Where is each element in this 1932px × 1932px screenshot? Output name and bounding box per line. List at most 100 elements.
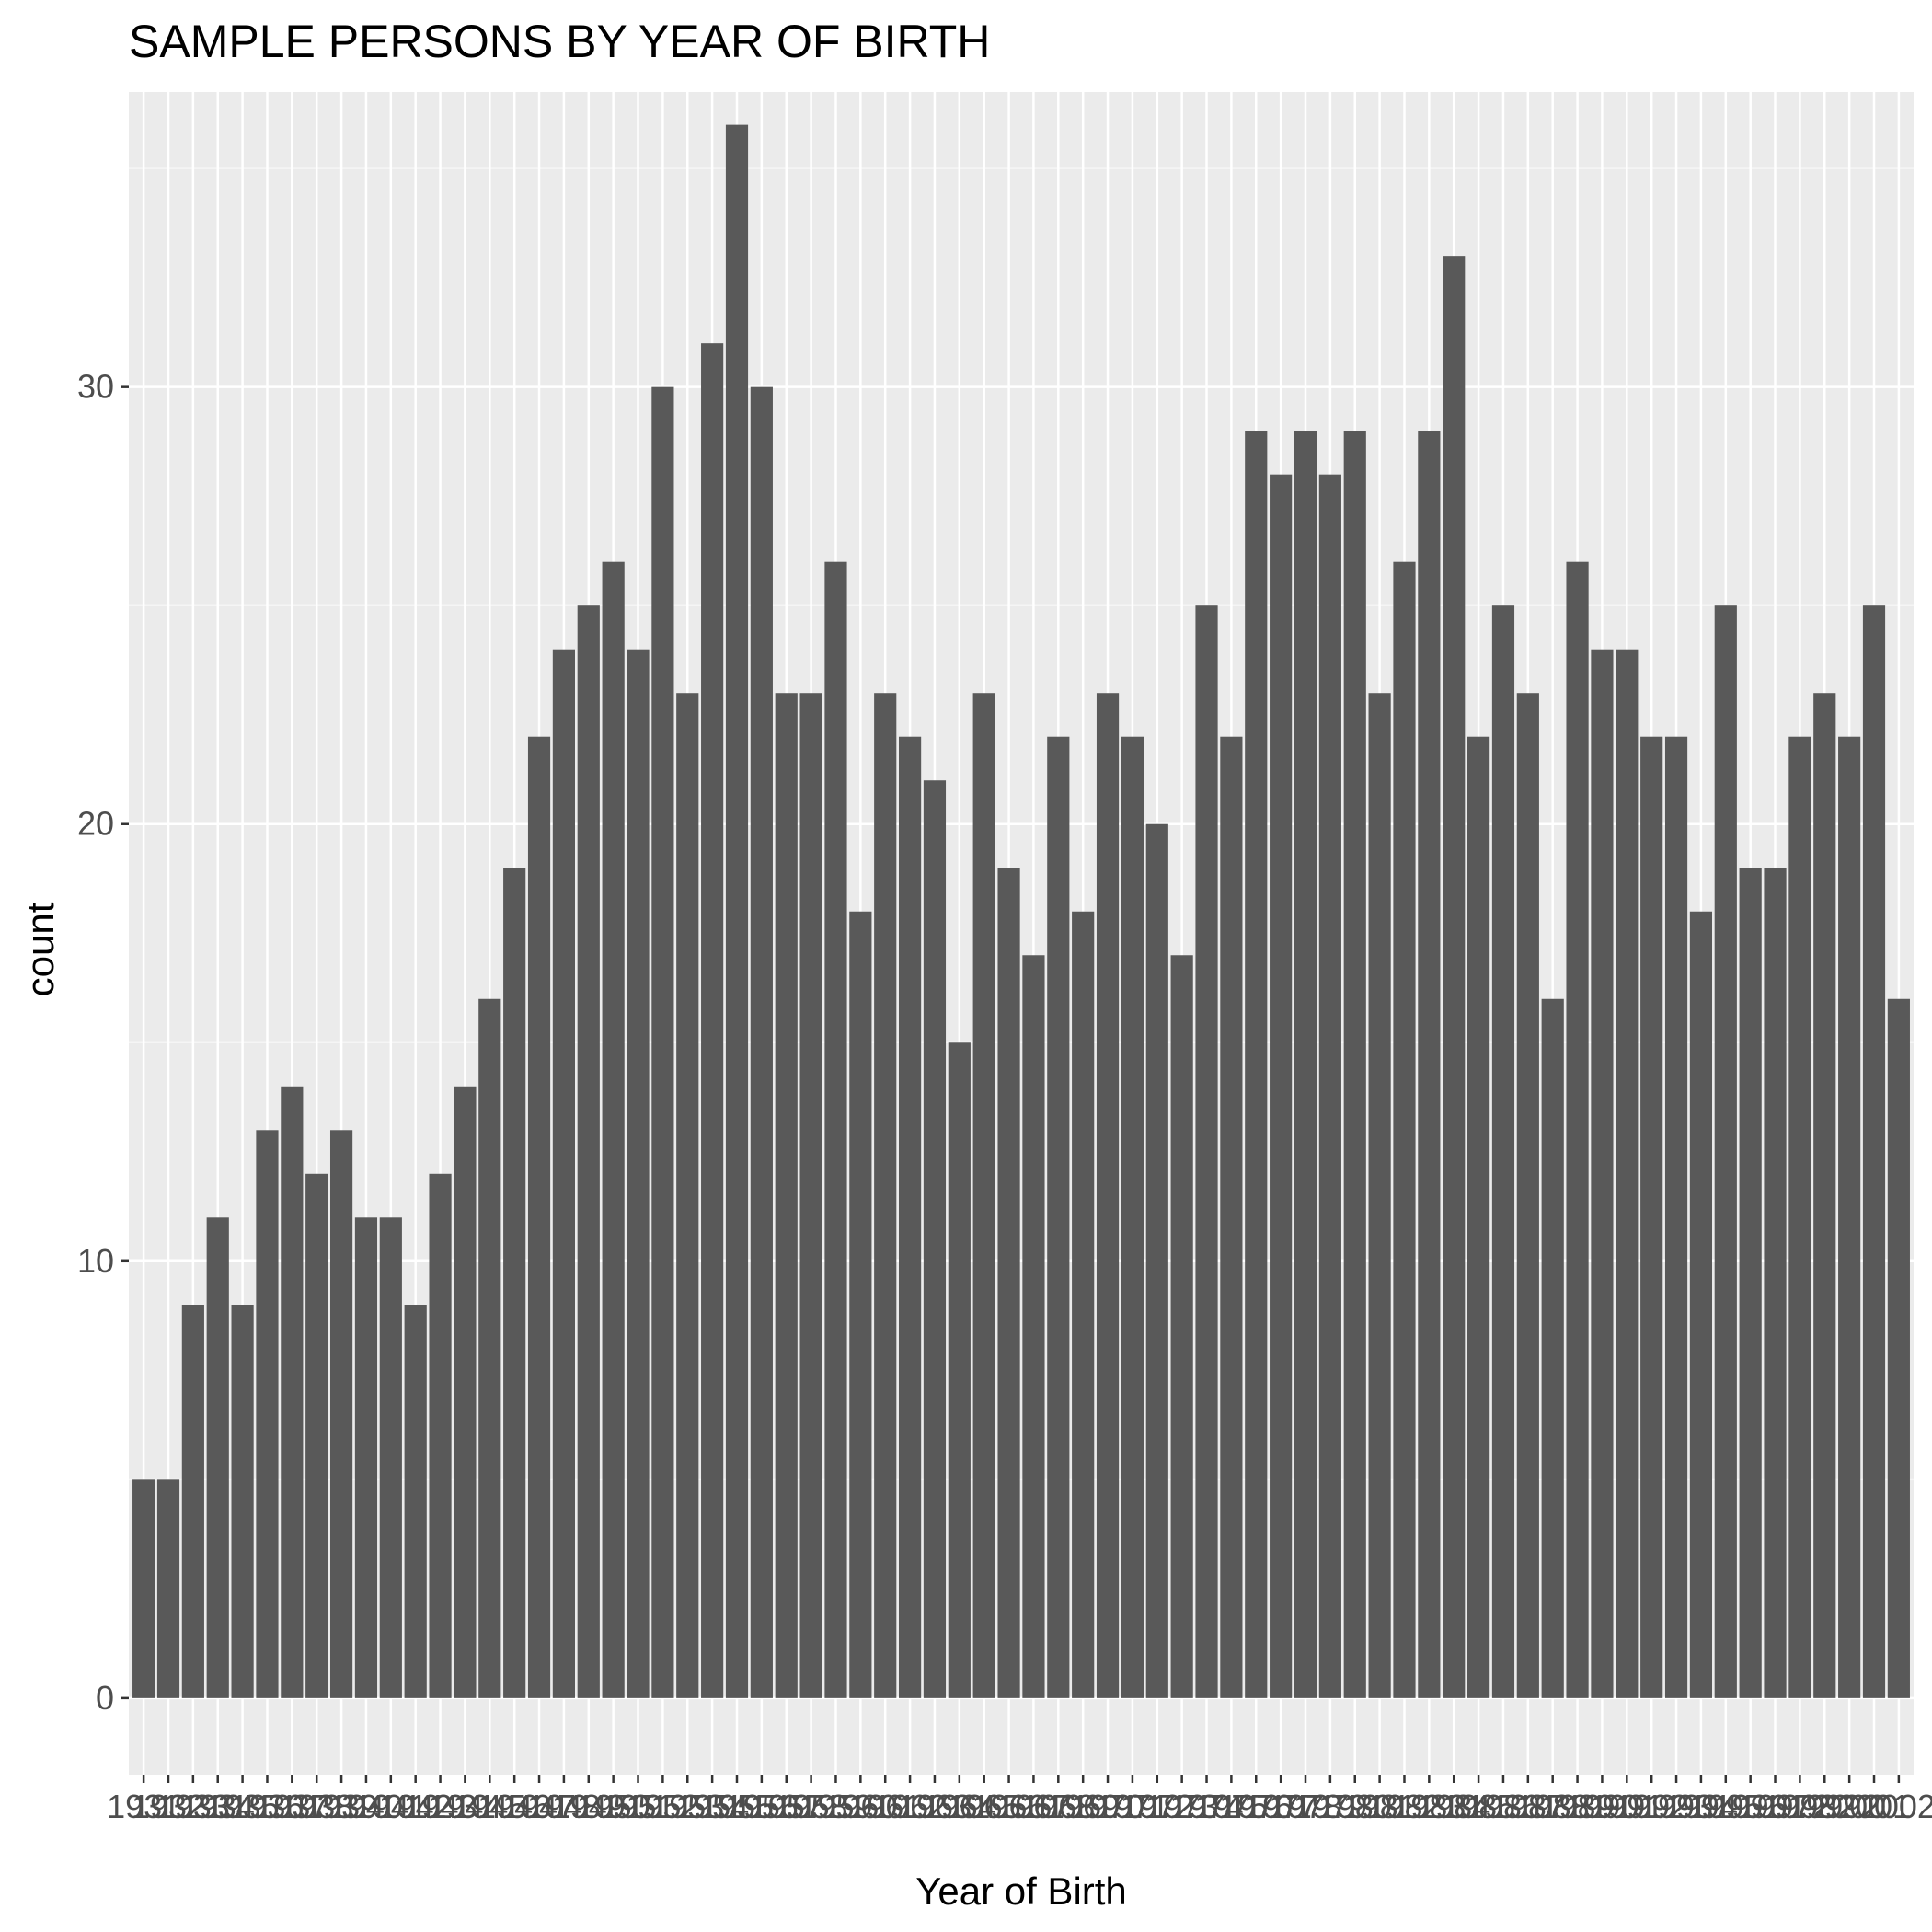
bar-1991 — [1616, 649, 1639, 1698]
x-tick-label: 1940 — [329, 1788, 403, 1825]
bar-1980 — [1343, 431, 1366, 1698]
bar-1974 — [1195, 605, 1218, 1698]
bar-1939 — [329, 1130, 353, 1698]
x-tick-label: 1956 — [725, 1788, 799, 1825]
bar-1970 — [1096, 693, 1120, 1698]
x-tick-label: 1957 — [750, 1788, 823, 1825]
chart-title: SAMPLE PERSONS BY YEAR OF BIRTH — [129, 16, 990, 67]
x-tick-label: 1944 — [428, 1788, 501, 1825]
bar-1934 — [206, 1217, 229, 1698]
x-tick-label: 1972 — [1121, 1788, 1194, 1825]
x-tick-label: 1980 — [1318, 1788, 1392, 1825]
x-tick-label: 1961 — [848, 1788, 922, 1825]
bar-2001 — [1862, 605, 1886, 1698]
x-tick-label: 1985 — [1442, 1788, 1515, 1825]
x-tick-label: 1969 — [1046, 1788, 1120, 1825]
x-tick-label: 1967 — [996, 1788, 1070, 1825]
x-tick-label: 1994 — [1664, 1788, 1738, 1825]
x-tick-label: 1946 — [477, 1788, 551, 1825]
x-tick-label: 1988 — [1516, 1788, 1590, 1825]
bar-1992 — [1640, 736, 1663, 1698]
x-tick-label: 1991 — [1590, 1788, 1663, 1825]
x-tick-label: 1975 — [1194, 1788, 1268, 1825]
bar-1938 — [305, 1173, 328, 1698]
x-tick-label: 1959 — [799, 1788, 872, 1825]
bar-1942 — [404, 1305, 427, 1698]
x-tick-label: 2001 — [1837, 1788, 1911, 1825]
bar-1943 — [429, 1173, 452, 1698]
x-tick-label: 1998 — [1763, 1788, 1836, 1825]
bar-1935 — [231, 1305, 254, 1698]
x-tick-label: 1968 — [1021, 1788, 1095, 1825]
bar-1990 — [1591, 649, 1614, 1698]
bar-1987 — [1516, 693, 1539, 1698]
x-tick-label: 1931 — [107, 1788, 180, 1825]
bar-1986 — [1491, 605, 1515, 1698]
y-axis-title: count — [18, 902, 62, 996]
bar-1982 — [1393, 561, 1416, 1698]
bar-1988 — [1541, 998, 1564, 1698]
y-tick-label: 20 — [77, 805, 114, 843]
y-tick-label: 10 — [77, 1242, 114, 1280]
x-tick-label: 1950 — [577, 1788, 650, 1825]
x-tick-label: 1963 — [898, 1788, 972, 1825]
x-tick-label: 1982 — [1367, 1788, 1441, 1825]
x-tick-label: 1999 — [1788, 1788, 1861, 1825]
x-axis-title: Year of Birth — [915, 1869, 1127, 1913]
bar-1984 — [1443, 256, 1466, 1698]
bar-1985 — [1467, 736, 1490, 1698]
bar-1932 — [156, 1479, 180, 1698]
x-tick-label: 1993 — [1639, 1788, 1713, 1825]
bar-1981 — [1368, 693, 1391, 1698]
bar-1958 — [799, 693, 822, 1698]
bar-1936 — [256, 1130, 279, 1698]
bar-1966 — [997, 868, 1020, 1698]
x-tick-label: 1958 — [775, 1788, 848, 1825]
x-tick-label: 1936 — [230, 1788, 304, 1825]
x-tick-label: 1938 — [280, 1788, 353, 1825]
x-tick-label: 1954 — [675, 1788, 749, 1825]
x-tick-label: 1965 — [948, 1788, 1021, 1825]
x-tick-label: 1942 — [379, 1788, 453, 1825]
x-tick-label: 1973 — [1145, 1788, 1219, 1825]
bar-1961 — [874, 693, 897, 1698]
bar-1941 — [379, 1217, 402, 1698]
x-tick-label: 1966 — [972, 1788, 1046, 1825]
x-tick-label: 1937 — [255, 1788, 328, 1825]
x-tick-label: 1941 — [354, 1788, 428, 1825]
bar-1977 — [1270, 474, 1293, 1698]
bar-1965 — [972, 693, 995, 1698]
bar-1996 — [1739, 868, 1762, 1698]
bar-1953 — [676, 693, 699, 1698]
x-tick-label: 1953 — [650, 1788, 724, 1825]
bar-2000 — [1838, 736, 1861, 1698]
bar-1954 — [701, 343, 724, 1698]
bar-1947 — [527, 736, 551, 1698]
x-tick-label: 1976 — [1219, 1788, 1293, 1825]
x-tick-label: 1945 — [453, 1788, 526, 1825]
bar-1946 — [503, 868, 526, 1698]
bar-1993 — [1664, 736, 1688, 1698]
bar-1976 — [1245, 431, 1268, 1698]
x-tick-label: 1955 — [700, 1788, 774, 1825]
x-tick-label: 1933 — [156, 1788, 230, 1825]
x-tick-label: 1974 — [1169, 1788, 1243, 1825]
bar-1963 — [923, 780, 947, 1698]
x-tick-label: 1932 — [132, 1788, 205, 1825]
x-tick-label: 1997 — [1738, 1788, 1811, 1825]
bar-1960 — [849, 911, 872, 1698]
bar-1994 — [1689, 911, 1713, 1698]
x-tick-label: 1964 — [923, 1788, 996, 1825]
bar-1997 — [1764, 868, 1787, 1698]
bar-1957 — [775, 693, 798, 1698]
bar-1972 — [1145, 823, 1168, 1698]
bar-1967 — [1022, 955, 1045, 1698]
x-tick-label: 1939 — [305, 1788, 378, 1825]
bar-1973 — [1170, 955, 1193, 1698]
bar-1940 — [354, 1217, 378, 1698]
bar-1950 — [602, 561, 625, 1698]
x-tick-label: 1970 — [1071, 1788, 1144, 1825]
x-tick-label: 1962 — [873, 1788, 947, 1825]
bar-1956 — [750, 386, 773, 1698]
